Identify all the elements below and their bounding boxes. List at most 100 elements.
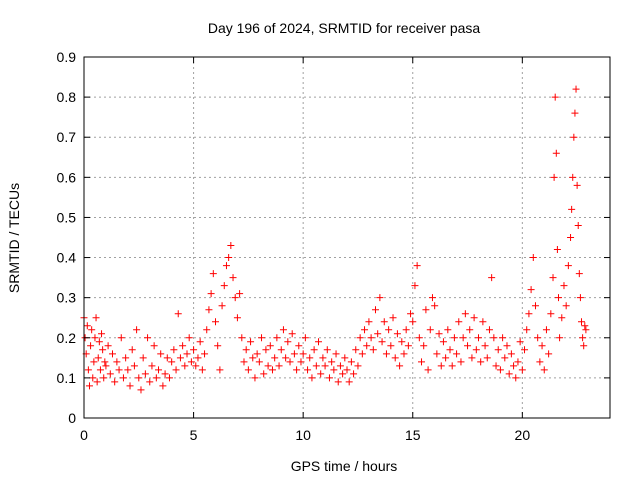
data-point	[96, 366, 104, 374]
data-point	[84, 366, 92, 374]
x-tick-label: 0	[80, 427, 88, 443]
y-tick-label: 0.9	[57, 49, 77, 65]
data-point	[141, 370, 149, 378]
data-point	[321, 362, 329, 370]
data-point	[442, 354, 450, 362]
data-point	[549, 274, 557, 282]
data-point	[475, 334, 482, 342]
data-point	[304, 366, 312, 374]
data-point	[510, 362, 518, 370]
data-point	[545, 350, 553, 358]
data-point	[466, 326, 474, 334]
chart-title: Day 196 of 2024, SRMTID for receiver pas…	[208, 20, 481, 36]
data-point	[187, 358, 195, 366]
data-point	[310, 346, 318, 354]
x-tick-label: 10	[295, 427, 311, 443]
data-point	[196, 338, 204, 346]
data-point	[124, 366, 132, 374]
data-point	[332, 350, 340, 358]
data-point	[207, 290, 215, 298]
data-point	[117, 334, 125, 342]
data-point	[439, 338, 447, 346]
data-point	[453, 350, 461, 358]
data-point	[402, 326, 410, 334]
data-point	[428, 294, 436, 302]
data-point	[485, 326, 493, 334]
data-point	[205, 306, 213, 314]
data-point	[279, 326, 287, 334]
data-point	[483, 354, 491, 362]
data-point	[341, 354, 349, 362]
data-point	[170, 346, 178, 354]
data-point	[218, 302, 226, 310]
data-point	[499, 334, 507, 342]
data-point	[315, 338, 323, 346]
data-point	[578, 318, 586, 326]
data-point	[461, 310, 469, 318]
data-point	[150, 342, 158, 350]
data-point	[282, 354, 290, 362]
data-point	[201, 350, 209, 358]
data-point	[376, 294, 384, 302]
data-point	[400, 350, 408, 358]
data-point	[194, 354, 202, 362]
x-tick-label: 15	[405, 427, 421, 443]
data-point	[389, 314, 397, 322]
data-point	[176, 354, 184, 362]
data-point	[352, 346, 360, 354]
y-tick-label: 0.3	[57, 290, 77, 306]
data-point	[582, 326, 590, 334]
data-point	[181, 362, 189, 370]
data-point	[242, 346, 250, 354]
data-point	[328, 358, 336, 366]
data-point	[391, 354, 399, 362]
data-point	[266, 342, 274, 350]
data-point	[569, 173, 577, 181]
data-point	[459, 334, 467, 342]
data-point	[293, 366, 301, 374]
data-point	[216, 366, 224, 374]
data-point	[108, 350, 116, 358]
data-point	[356, 334, 364, 342]
y-tick-label: 0.6	[57, 169, 77, 185]
data-point	[516, 338, 524, 346]
data-point	[503, 342, 511, 350]
data-point	[130, 362, 138, 370]
x-axis-title: GPS time / hours	[291, 458, 398, 474]
y-tick-label: 0.8	[57, 89, 77, 105]
data-point	[350, 370, 358, 378]
data-point	[163, 354, 171, 362]
data-point	[198, 366, 206, 374]
data-point	[203, 326, 211, 334]
data-point	[146, 378, 154, 386]
data-point	[106, 370, 114, 378]
data-point	[253, 350, 261, 358]
data-point	[435, 330, 443, 338]
data-point	[88, 326, 96, 334]
data-point	[290, 350, 298, 358]
data-point	[380, 318, 388, 326]
data-point	[529, 254, 537, 262]
data-point	[126, 382, 134, 390]
data-point	[306, 354, 314, 362]
data-point	[367, 334, 375, 342]
data-point	[135, 374, 143, 382]
data-point	[558, 314, 566, 322]
data-point	[514, 358, 522, 366]
data-point	[231, 294, 239, 302]
data-point	[236, 290, 244, 298]
data-point	[343, 366, 351, 374]
data-point	[409, 318, 417, 326]
data-point	[457, 358, 465, 366]
data-point	[273, 334, 281, 342]
data-point	[518, 366, 526, 374]
data-point	[185, 334, 193, 342]
data-point	[538, 342, 546, 350]
data-point	[525, 310, 533, 318]
data-point	[339, 370, 347, 378]
data-point	[260, 370, 268, 378]
data-point	[286, 358, 294, 366]
data-point	[133, 326, 141, 334]
data-point	[325, 374, 333, 382]
